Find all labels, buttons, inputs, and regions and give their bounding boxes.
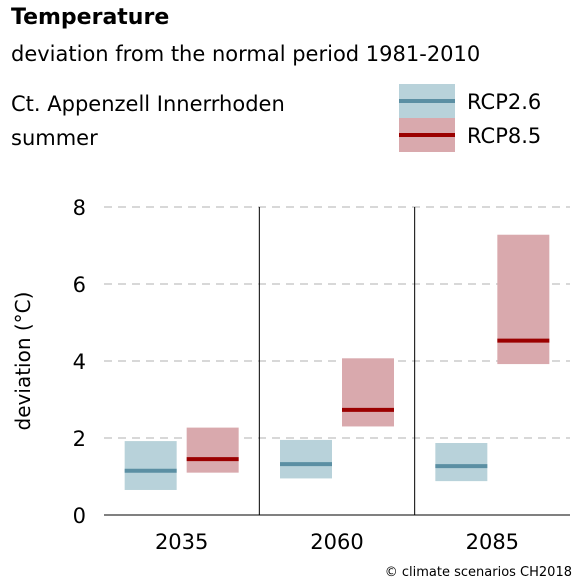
region-label: Ct. Appenzell Innerrhoden [11, 92, 285, 116]
legend: RCP2.6 RCP8.5 [399, 84, 541, 152]
y-tick-label: 0 [73, 504, 86, 528]
axes: 0 2 4 6 8 2035 2060 2085 [73, 196, 570, 554]
chart-subtitle: deviation from the normal period 1981-20… [11, 42, 481, 66]
y-tick-label: 4 [73, 350, 86, 374]
y-axis-label: deviation (°C) [11, 292, 35, 431]
range-box-rcp26 [435, 443, 488, 482]
x-tick-label: 2085 [466, 530, 519, 554]
range-box-rcp26 [280, 439, 332, 479]
range-box-rcp85 [342, 358, 394, 427]
y-tick-label: 6 [73, 273, 86, 297]
range-box-rcp85 [497, 234, 550, 365]
y-tick-label: 8 [73, 196, 86, 220]
legend-label: RCP2.6 [467, 90, 541, 114]
period-dividers [258, 207, 416, 515]
legend-label: RCP8.5 [467, 124, 541, 148]
range-box-rcp26 [124, 441, 177, 490]
credit-text: © climate scenarios CH2018 [384, 565, 572, 580]
grid-lines [104, 206, 570, 439]
range-boxes [124, 234, 550, 490]
season-label: summer [11, 126, 98, 150]
chart-title: Temperature [11, 5, 170, 30]
x-tick-label: 2035 [155, 530, 208, 554]
x-tick-label: 2060 [310, 530, 363, 554]
y-tick-label: 2 [73, 427, 86, 451]
range-box-rcp85 [186, 427, 239, 473]
